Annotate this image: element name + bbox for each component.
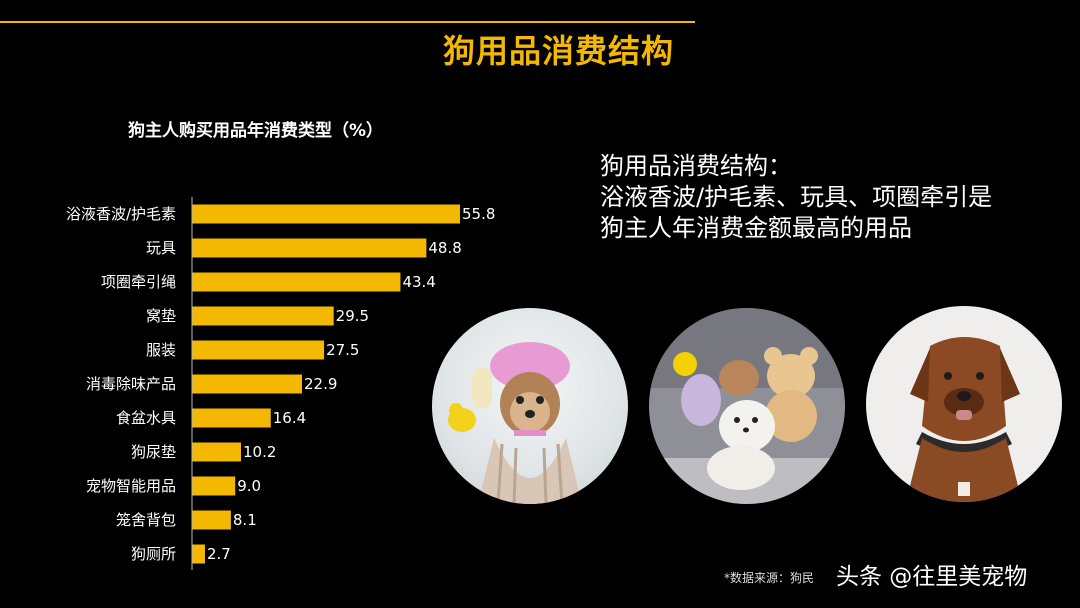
value-label: 8.1 — [233, 511, 257, 529]
category-label: 窝垫 — [146, 307, 176, 325]
category-label: 宠物智能用品 — [86, 477, 176, 495]
chart-title: 狗主人购买用品年消费类型（%） — [128, 121, 384, 141]
dog-collar-photo — [866, 306, 1062, 502]
category-label: 狗厕所 — [131, 545, 176, 563]
bar — [192, 306, 334, 326]
category-label: 狗尿垫 — [131, 443, 176, 461]
category-label: 服装 — [146, 341, 176, 359]
value-label: 48.8 — [428, 239, 461, 257]
summary-line-2: 浴液香波/护毛素、玩具、项圈牵引是 — [600, 183, 993, 211]
dog-shower-cap-photo — [432, 308, 628, 504]
value-label: 55.8 — [462, 205, 495, 223]
page-title: 狗用品消费结构 — [443, 32, 675, 70]
bar — [192, 340, 325, 360]
category-label: 食盆水具 — [116, 409, 176, 427]
bar — [192, 476, 236, 496]
bar-chart: 浴液香波/护毛素 55.8 玩具 48.8 项圈牵引绳 43.4 窝垫 29.5 服装 27.5 消… — [66, 197, 495, 570]
bar — [192, 442, 241, 462]
summary-line-1: 狗用品消费结构： — [600, 152, 792, 180]
category-label: 笼舍背包 — [116, 511, 176, 529]
value-label: 27.5 — [326, 341, 359, 359]
value-label: 29.5 — [336, 307, 369, 325]
value-label: 16.4 — [273, 409, 306, 427]
category-label: 项圈牵引绳 — [101, 273, 176, 291]
summary-text: 狗用品消费结构： 浴液香波/护毛素、玩具、项圈牵引是 狗主人年消费金额最高的用品 — [600, 151, 1070, 244]
bar — [192, 272, 401, 292]
category-label: 玩具 — [146, 239, 176, 257]
value-label: 43.4 — [402, 273, 435, 291]
value-label: 22.9 — [304, 375, 337, 393]
value-label: 9.0 — [237, 477, 261, 495]
value-label: 10.2 — [243, 443, 276, 461]
bar — [192, 544, 205, 564]
bar — [192, 374, 302, 394]
dog-plush-toys-photo — [649, 308, 845, 504]
category-label: 消毒除味产品 — [86, 375, 176, 393]
summary-line-3: 狗主人年消费金额最高的用品 — [600, 214, 912, 242]
bar — [192, 408, 271, 428]
category-label: 浴液香波/护毛素 — [66, 205, 176, 223]
watermark: 头条 @往里美宠物 — [836, 564, 1028, 590]
data-source-note: *数据来源：狗民 — [724, 571, 815, 585]
top-divider-line — [0, 21, 695, 23]
bar — [192, 238, 427, 258]
bar — [192, 204, 460, 224]
bar — [192, 510, 231, 530]
value-label: 2.7 — [207, 545, 231, 563]
